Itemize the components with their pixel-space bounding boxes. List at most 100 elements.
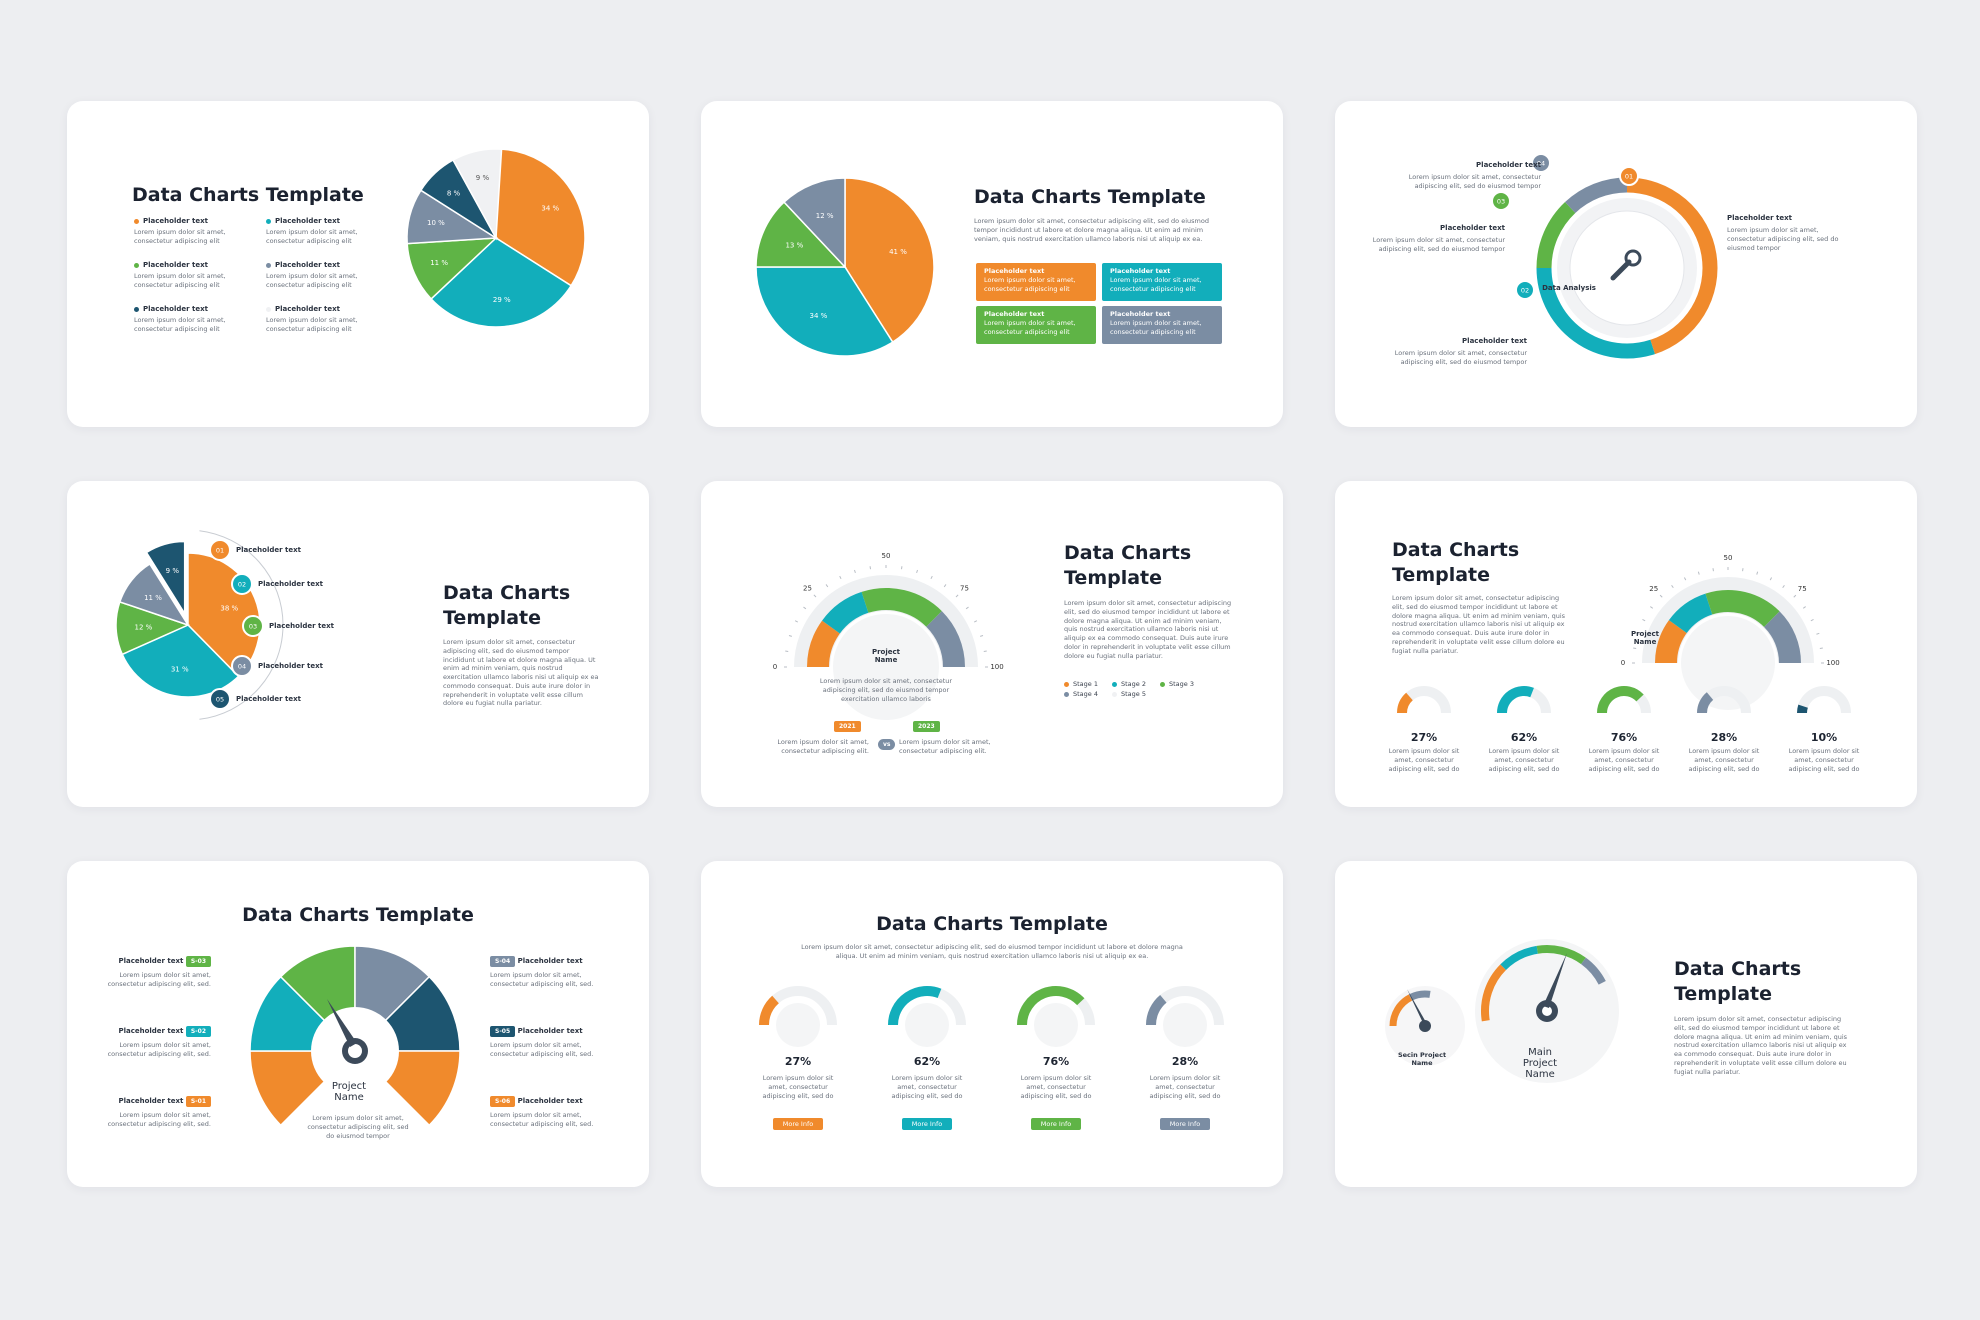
pie-value-label: 12 %: [816, 212, 834, 220]
pie-value-label: 9 %: [166, 567, 180, 575]
stage-description: Lorem ipsum dolor sit amet, consectetur …: [107, 1111, 211, 1128]
stage-description: Lorem ipsum dolor sit amet, consectetur …: [107, 1041, 211, 1058]
pie-value-label: 34 %: [810, 312, 828, 320]
gauge-segment: [1763, 611, 1801, 664]
pie-marker: [231, 573, 253, 595]
description: Lorem ipsum dolor sit amet, consectetur …: [1392, 594, 1566, 655]
row-gauge-fill: [888, 986, 942, 1026]
mini-gauge-track: [1797, 686, 1851, 714]
pie-marker-label: Placeholder text: [236, 546, 301, 554]
gauge-row: [759, 986, 1224, 1047]
slide-title: Data Charts Template: [876, 913, 1108, 935]
legend-description: Lorem ipsum dolor sit amet, consectetur …: [266, 228, 358, 245]
slide-title: Data Charts Template: [242, 904, 474, 926]
legend-label: Stage 2: [1121, 680, 1146, 688]
vs-badge: vs: [878, 739, 896, 750]
gauge-segment: [822, 591, 869, 634]
gauge-tick-label: 25: [1649, 585, 1658, 593]
stage-heading: Placeholder text S-03: [101, 956, 211, 967]
pie-marker: [242, 615, 264, 637]
stage-label: Placeholder text: [118, 1027, 186, 1035]
slide-9[interactable]: Main Project Name Secin Project Name Dat…: [1335, 861, 1917, 1187]
gauge-tick: [1683, 577, 1687, 581]
pie-value-label: 9 %: [476, 174, 490, 182]
slide-7[interactable]: Data Charts Template Project Name Lorem …: [67, 861, 649, 1187]
gauge-tick: [1697, 571, 1700, 575]
gauge-segment: [807, 620, 841, 668]
stage-description: Lorem ipsum dolor sit amet, consectetur …: [490, 971, 594, 988]
gauge-hub: [1681, 616, 1775, 710]
more-info-button[interactable]: More Info: [1031, 1118, 1081, 1130]
more-info-button[interactable]: More Info: [773, 1118, 823, 1130]
color-box: Placeholder text Lorem ipsum dolor sit am…: [1102, 263, 1222, 301]
wrench-icon: [1610, 259, 1632, 281]
legend-dot: [1064, 681, 1069, 687]
pie-value-label: 11 %: [144, 594, 162, 602]
main-gauge-segment: [1481, 964, 1507, 1022]
main-gauge-segment: [1500, 945, 1539, 971]
ring-segment: [1536, 267, 1655, 359]
ring-marker-number: 04: [1537, 160, 1545, 168]
box-heading: Placeholder text: [1110, 310, 1171, 318]
legend-label: Placeholder text: [143, 305, 208, 313]
pie-value-label: 12 %: [135, 624, 153, 632]
pie-value-label: 41 %: [889, 248, 907, 256]
ring-marker: [1531, 153, 1551, 173]
legend-dot: [1112, 681, 1117, 687]
slide-4[interactable]: 38 % 31 % 12 % 11 % 9 % 01 02 03 04 05 Placeholde…: [67, 481, 649, 807]
pie-slice: [452, 148, 503, 241]
gauge-tick: [803, 606, 807, 610]
slide-title: Data Charts Template: [443, 582, 571, 629]
box-heading: Placeholder text: [984, 267, 1045, 275]
legend-item: Placeholder text Lorem ipsum dolor sit am…: [134, 217, 244, 246]
gauge-description: Lorem ipsum dolor sit amet, consectetur …: [819, 677, 953, 703]
legend-label: Stage 4: [1073, 690, 1098, 698]
gauge-tick: [854, 569, 856, 573]
slide-8[interactable]: Data Charts Template Lorem ipsum dolor s…: [701, 861, 1283, 1187]
slide-2[interactable]: 41 % 34 % 13 % 12 % Data Charts Template Lo…: [701, 101, 1283, 427]
ring-marker-number: 02: [1521, 287, 1529, 295]
pie-slice: [783, 177, 846, 269]
pie-marker-number: 05: [216, 696, 224, 704]
slide-6[interactable]: Data Charts Template Lorem ipsum dolor s…: [1335, 481, 1917, 807]
gauge-chart: 0 25 50 75 100: [773, 552, 1004, 720]
legend-label: Placeholder text: [143, 217, 208, 225]
pie-value-label: 13 %: [785, 242, 803, 250]
slide-1[interactable]: Data Charts Template Placeholder text Lor…: [67, 101, 649, 427]
slide-title: Data Charts Template: [974, 186, 1206, 208]
slide-title: Data Charts Template: [132, 184, 364, 206]
box-description: Lorem ipsum dolor sit amet, consectetur …: [984, 276, 1076, 294]
more-info-button[interactable]: More Info: [1160, 1118, 1210, 1130]
pie-value-label: 11 %: [430, 259, 448, 267]
gauge-tick: [1816, 632, 1820, 635]
pie-value-label: 29 %: [493, 296, 511, 304]
mini-gauge-fill: [1697, 692, 1714, 714]
gauge-tick: [794, 620, 799, 623]
slide-5[interactable]: 0 25 50 75 100 Project Name Lorem ipsum dolo…: [701, 481, 1283, 807]
row-gauge-value: 27%: [784, 1055, 812, 1068]
ring-marker: [1515, 280, 1535, 300]
gauge-description: Lorem ipsum dolor sit amet, consectetur …: [307, 1114, 409, 1140]
gauge-segment: [925, 611, 965, 668]
stage-tag: S-03: [185, 956, 211, 967]
legend-heading: Placeholder text: [266, 305, 376, 313]
legend-dot: [266, 306, 271, 312]
mini-gauge-fill: [1397, 692, 1414, 714]
gauge-segment: [861, 588, 942, 628]
stage-heading: S-05 Placeholder text: [490, 1026, 605, 1037]
ring-description: Lorem ipsum dolor sit amet, consectetur …: [1372, 236, 1505, 253]
more-info-button[interactable]: More Info: [902, 1118, 952, 1130]
slide-3[interactable]: 01 02 03 04 Data Analysis Placeholder text L…: [1335, 101, 1917, 427]
legend-description: Lorem ipsum dolor sit amet, consectetur …: [134, 228, 226, 245]
gauge-tick: [1636, 632, 1640, 635]
stage-label: Placeholder text: [515, 1097, 583, 1105]
gauge-tick: [1642, 618, 1646, 622]
ring-description: Lorem ipsum dolor sit amet, consectetur …: [1727, 226, 1839, 252]
ring-marker-number: 03: [1497, 198, 1505, 206]
stage-item: S-05 Placeholder text Lorem ipsum dolor s…: [490, 1026, 605, 1059]
legend-item: Placeholder text Lorem ipsum dolor sit am…: [266, 217, 376, 246]
gauge-tick: [1671, 585, 1674, 589]
pie-marker: [231, 655, 253, 677]
description: Lorem ipsum dolor sit amet, consectetur …: [1674, 1015, 1848, 1076]
pie-marker-number: 04: [238, 663, 246, 671]
